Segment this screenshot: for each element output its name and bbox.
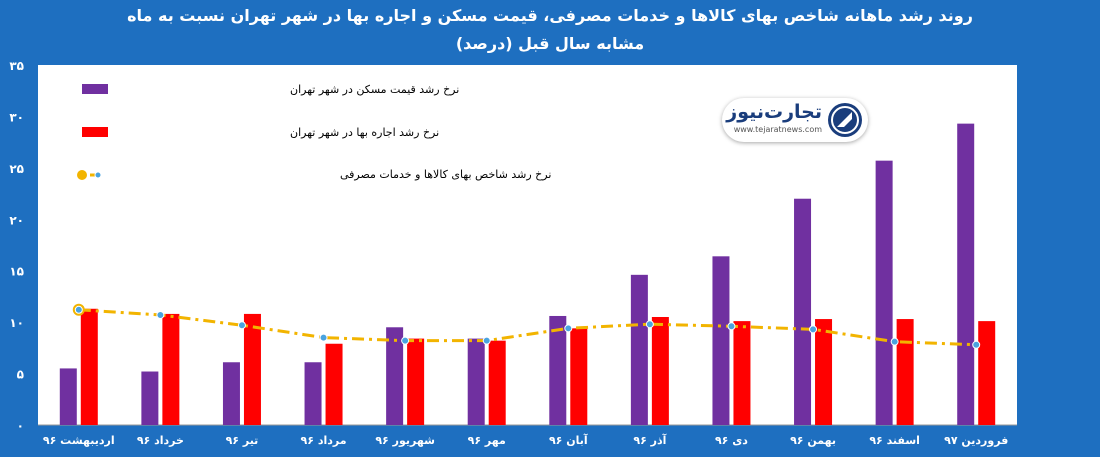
x-tick-label: آبان ۹۶ — [549, 433, 588, 447]
bar-housing — [630, 274, 648, 425]
x-tick-label: شهریور ۹۶ — [375, 434, 435, 447]
bar-housing — [59, 368, 77, 425]
legend-swatch-rent — [82, 127, 108, 137]
logo-mark-icon — [828, 103, 862, 137]
bar-rent — [733, 321, 751, 425]
bar-housing — [794, 198, 812, 425]
bar-housing — [712, 256, 730, 425]
x-tick-label: تیر ۹۶ — [226, 434, 259, 447]
bar-rent — [896, 319, 914, 425]
tejaratnews-logo: تجارت‌نیوز www.tejaratnews.com — [722, 98, 868, 142]
bar-housing — [549, 315, 567, 425]
cpi-point — [890, 337, 899, 346]
legend-marker-cpi-small — [94, 171, 102, 179]
bar-housing — [467, 338, 485, 425]
chart-title-line-1: روند رشد ماهانه شاخص بهای کالاها و خدمات… — [127, 6, 973, 25]
plot-area — [38, 65, 1017, 425]
y-tick-label: ۰ — [17, 419, 24, 433]
bar-housing — [304, 362, 322, 425]
bar-housing — [386, 327, 404, 425]
bar-housing — [222, 362, 240, 425]
x-axis: اردیبهشت ۹۶ خرداد ۹۶ تیر ۹۶ مرداد ۹۶ شهریور … — [43, 433, 1008, 447]
y-tick-label: ۲۰ — [9, 213, 24, 227]
x-tick-label: اردیبهشت ۹۶ — [43, 434, 115, 447]
cpi-point — [482, 336, 491, 345]
bars — [59, 123, 996, 425]
y-tick-label: ۱۰ — [9, 316, 24, 330]
y-axis: ۰ ۵ ۱۰ ۱۵ ۲۰ ۲۵ ۳۰ ۳۵ — [9, 59, 24, 433]
x-tick-label: آذر ۹۶ — [633, 433, 666, 447]
bar-rent — [407, 338, 425, 425]
cpi-point — [401, 336, 410, 345]
legend-label-rent: نرخ رشد اجاره بها در شهر تهران — [290, 126, 439, 139]
cpi-point — [319, 333, 328, 342]
y-tick-label: ۲۵ — [9, 162, 24, 176]
legend-marker-cpi — [77, 170, 87, 180]
y-tick-label: ۵ — [17, 368, 24, 382]
y-tick-label: ۳۵ — [9, 59, 24, 73]
cpi-point — [237, 321, 246, 330]
x-tick-label: خرداد ۹۶ — [137, 434, 184, 447]
bar-rent — [978, 321, 996, 425]
bar-housing — [141, 371, 159, 425]
logo-url: www.tejaratnews.com — [733, 125, 822, 134]
bar-rent — [80, 308, 98, 425]
logo-name: تجارت‌نیوز — [726, 101, 822, 123]
cpi-line — [72, 303, 981, 349]
y-tick-label: ۳۰ — [9, 110, 24, 124]
cpi-point — [645, 320, 654, 329]
legend-label-cpi: نرخ رشد شاخص بهای کالاها و خدمات مصرفی — [340, 168, 551, 181]
cpi-point — [972, 340, 981, 349]
x-tick-label: دی ۹۶ — [715, 434, 748, 447]
cpi-point — [809, 325, 818, 334]
bar-rent — [570, 328, 588, 425]
legend: نرخ رشد قیمت مسکن در شهر تهران نرخ رشد ا… — [77, 83, 551, 181]
bar-housing — [957, 123, 975, 425]
bar-rent — [162, 313, 180, 425]
legend-swatch-housing — [82, 84, 108, 94]
bar-housing — [875, 160, 893, 425]
x-tick-label: فروردین ۹۷ — [944, 434, 1008, 447]
cpi-line-path — [78, 308, 977, 347]
x-tick-label: بهمن ۹۶ — [790, 434, 836, 447]
legend-label-housing: نرخ رشد قیمت مسکن در شهر تهران — [290, 83, 459, 96]
chart-title-line-2: مشابه سال قبل (درصد) — [455, 34, 645, 53]
y-tick-label: ۱۵ — [9, 265, 24, 279]
x-tick-label: مهر ۹۶ — [468, 434, 506, 447]
cpi-point — [74, 305, 83, 314]
bar-rent — [651, 317, 669, 425]
bar-rent — [815, 319, 833, 425]
cpi-point — [727, 322, 736, 331]
x-tick-label: مرداد ۹۶ — [301, 434, 347, 447]
bar-rent — [325, 343, 343, 425]
cpi-point — [156, 310, 165, 319]
x-tick-label: اسفند ۹۶ — [869, 434, 920, 447]
cpi-point — [564, 324, 573, 333]
bar-rent — [243, 313, 261, 425]
bar-rent — [488, 340, 506, 425]
